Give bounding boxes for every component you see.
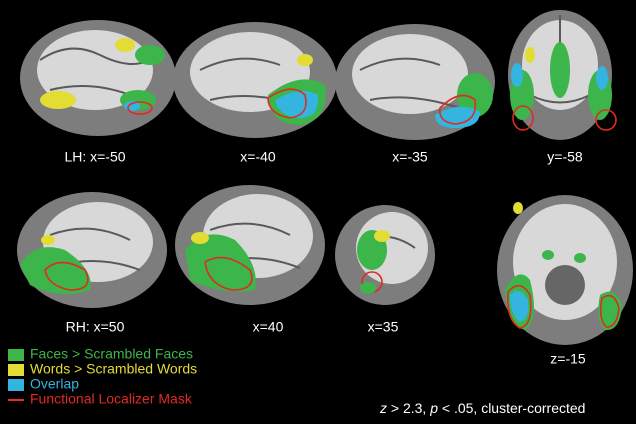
panel-label: y=-58 [547,149,583,165]
legend-label: Functional Localizer Mask [30,391,193,407]
statistics-part: p [429,400,438,416]
statistics-part: z [379,400,387,416]
legend-label: Faces > Scrambled Faces [30,346,193,362]
panel-label: x=-35 [392,149,428,165]
panel-label: RH: x=50 [66,319,125,335]
figure: LH: x=-50 x=-40 x=-35 y=-58 RH: x=50 x=4… [0,0,636,424]
panel-label: x=40 [253,319,284,335]
brain-slice [175,185,325,305]
brain-slice [497,195,633,345]
panel-label: x=-40 [240,149,276,165]
brain-slice [335,24,495,140]
legend-swatch [8,349,24,361]
panel-label: z=-15 [550,351,586,367]
panel-label: x=35 [368,319,399,335]
statistics-part: < .05, cluster-corrected [438,400,585,416]
brain-slice [335,205,435,305]
brain-slice [20,20,176,136]
panel-label: LH: x=-50 [64,149,125,165]
legend-label: Words > Scrambled Words [30,361,197,377]
brain-slice [17,192,167,308]
brain-slice [173,22,337,138]
legend-swatch [8,379,24,391]
statistics-note: z > 2.3, p < .05, cluster-corrected [379,400,585,416]
legend-label: Overlap [30,376,79,392]
legend-swatch [8,364,24,376]
statistics-part: > 2.3, [387,400,430,416]
